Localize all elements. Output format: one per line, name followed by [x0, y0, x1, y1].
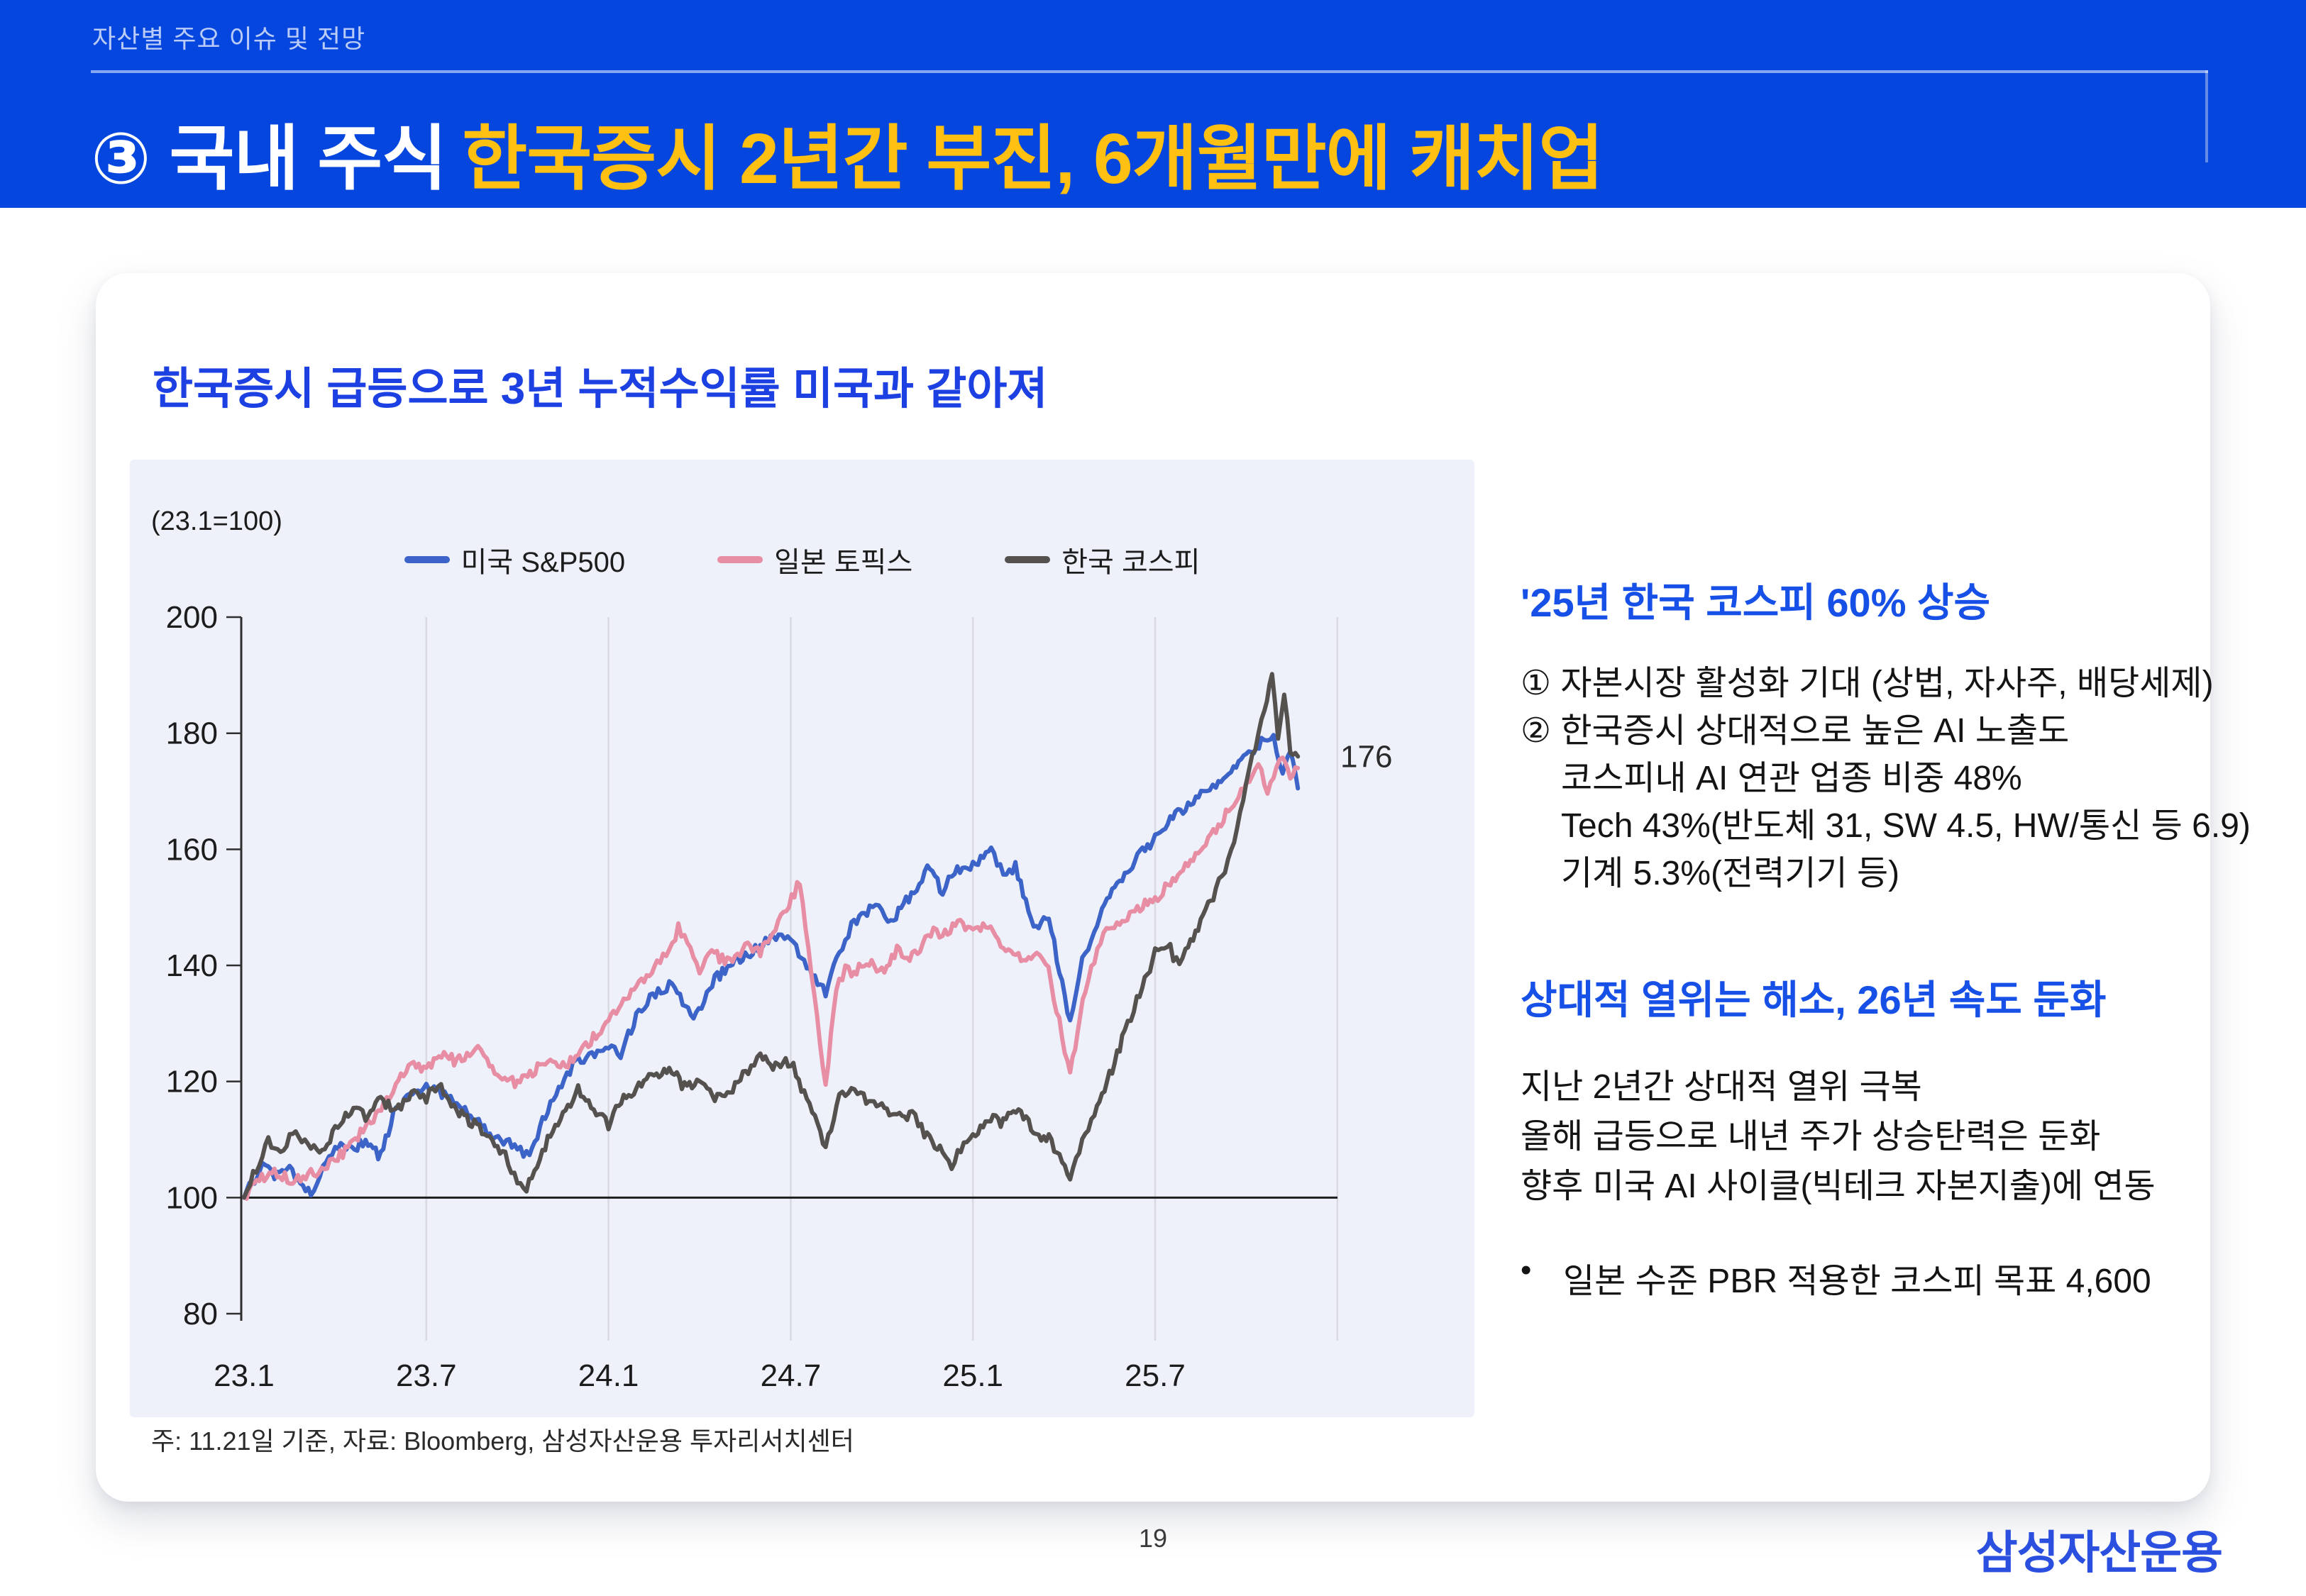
section-1-heading: '25년 한국 코스피 60% 상승 [1521, 580, 1991, 625]
svg-text:160: 160 [166, 832, 218, 867]
page-number: 19 [1138, 1524, 1168, 1553]
page-title-accent: 한국증시 2년간 부진, 6개월만에 캐치업 [462, 119, 1604, 199]
section-2-heading: 상대적 열위는 해소, 26년 속도 둔화 [1521, 977, 2107, 1022]
legend-label-kospi: 한국 코스피 [1061, 547, 1201, 578]
svg-text:100: 100 [166, 1180, 218, 1215]
page-title-main: ③ 국내 주식 [91, 119, 447, 199]
commentary-column: '25년 한국 코스피 60% 상승 ① 자본시장 활성화 기대 (상법, 자사… [1521, 571, 2251, 1302]
section-1-lines: ① 자본시장 활성화 기대 (상법, 자사주, 배당세제) ② 한국증시 상대적… [1521, 660, 2251, 897]
svg-text:24.7: 24.7 [761, 1358, 822, 1393]
legend-label-topix: 일본 토픽스 [774, 547, 913, 578]
bullet-icon: • [1521, 1253, 1532, 1287]
text-line: 지난 2년간 상대적 열위 극복 [1521, 1068, 1922, 1106]
legend-label-sp500: 미국 S&P500 [460, 547, 626, 578]
svg-text:80: 80 [183, 1297, 218, 1331]
svg-text:23.1: 23.1 [214, 1358, 275, 1393]
legend-swatch-sp500 [404, 556, 450, 563]
breadcrumb: 자산별 주요 이슈 및 전망 [92, 24, 366, 53]
text-line: ① 자본시장 활성화 기대 (상법, 자사주, 배당세제) [1521, 665, 2214, 702]
bullet-text: 일본 수준 PBR 적용한 코스피 목표 4,600 [1563, 1263, 2151, 1300]
legend-item-sp500: 미국 S&P500 [404, 539, 626, 580]
content-card: 한국증시 급등으로 3년 누적수익률 미국과 같아져 80 100 120 140 16… [96, 273, 2251, 1502]
svg-text:25.1: 25.1 [942, 1358, 1003, 1393]
legend-swatch-topix [717, 556, 763, 563]
svg-text:25.7: 25.7 [1125, 1358, 1186, 1393]
text-line: Tech 43%(반도체 31, SW 4.5, HW/통신 등 6.9) [1561, 807, 2251, 845]
svg-text:180: 180 [166, 716, 218, 751]
text-line: 코스피내 AI 연관 업종 비중 48% [1561, 760, 2022, 797]
text-line: 기계 5.3%(전력기기 등) [1561, 855, 1900, 892]
section-2-lines: 지난 2년간 상대적 열위 극복 올해 급등으로 내년 주가 상승탄력은 둔화 … [1521, 1063, 2227, 1212]
header-rule-vertical [2205, 70, 2208, 162]
text-line: 향후 미국 AI 사이클(빅테크 자본지출)에 연동 [1521, 1168, 2156, 1205]
legend-item-kospi: 한국 코스피 [1005, 539, 1200, 580]
svg-text:140: 140 [166, 948, 218, 983]
text-line: ② 한국증시 상대적으로 높은 AI 노출도 [1521, 712, 2070, 750]
svg-text:176: 176 [1340, 739, 1392, 774]
card-title: 한국증시 급등으로 3년 누적수익률 미국과 같아져 [153, 365, 1048, 414]
chart-panel: 80 100 120 140 160 180 200 23.1 23.7 24.1 24.7 25.1… [130, 460, 1474, 1417]
source-footnote: 주: 11.21일 기준, 자료: Bloomberg, 삼성자산운용 투자리서… [151, 1426, 854, 1456]
chart-legend: 미국 S&P500 일본 토픽스 한국 코스피 [130, 539, 1474, 580]
legend-item-topix: 일본 토픽스 [717, 539, 912, 580]
svg-text:200: 200 [166, 600, 218, 635]
legend-swatch-kospi [1005, 556, 1051, 563]
page-title: ③ 국내 주식 한국증시 2년간 부진, 6개월만에 캐치업 [91, 101, 1604, 204]
svg-text:24.1: 24.1 [578, 1358, 639, 1393]
svg-text:23.7: 23.7 [396, 1358, 457, 1393]
text-line: 올해 급등으로 내년 주가 상승탄력은 둔화 [1521, 1118, 2101, 1156]
bullet-line: • 일본 수준 PBR 적용한 코스피 목표 4,600 [1521, 1253, 2227, 1302]
header-band: 자산별 주요 이슈 및 전망 ③ 국내 주식 한국증시 2년간 부진, 6개월만에… [0, 0, 2306, 208]
company-logo: 삼성자산운용 [1975, 1527, 2223, 1578]
svg-text:120: 120 [166, 1065, 218, 1099]
header-rule [91, 70, 2208, 73]
index-base-label: (23.1=100) [151, 506, 282, 536]
line-chart: 80 100 120 140 160 180 200 23.1 23.7 24.1 24.7 25.1… [166, 600, 1393, 1393]
